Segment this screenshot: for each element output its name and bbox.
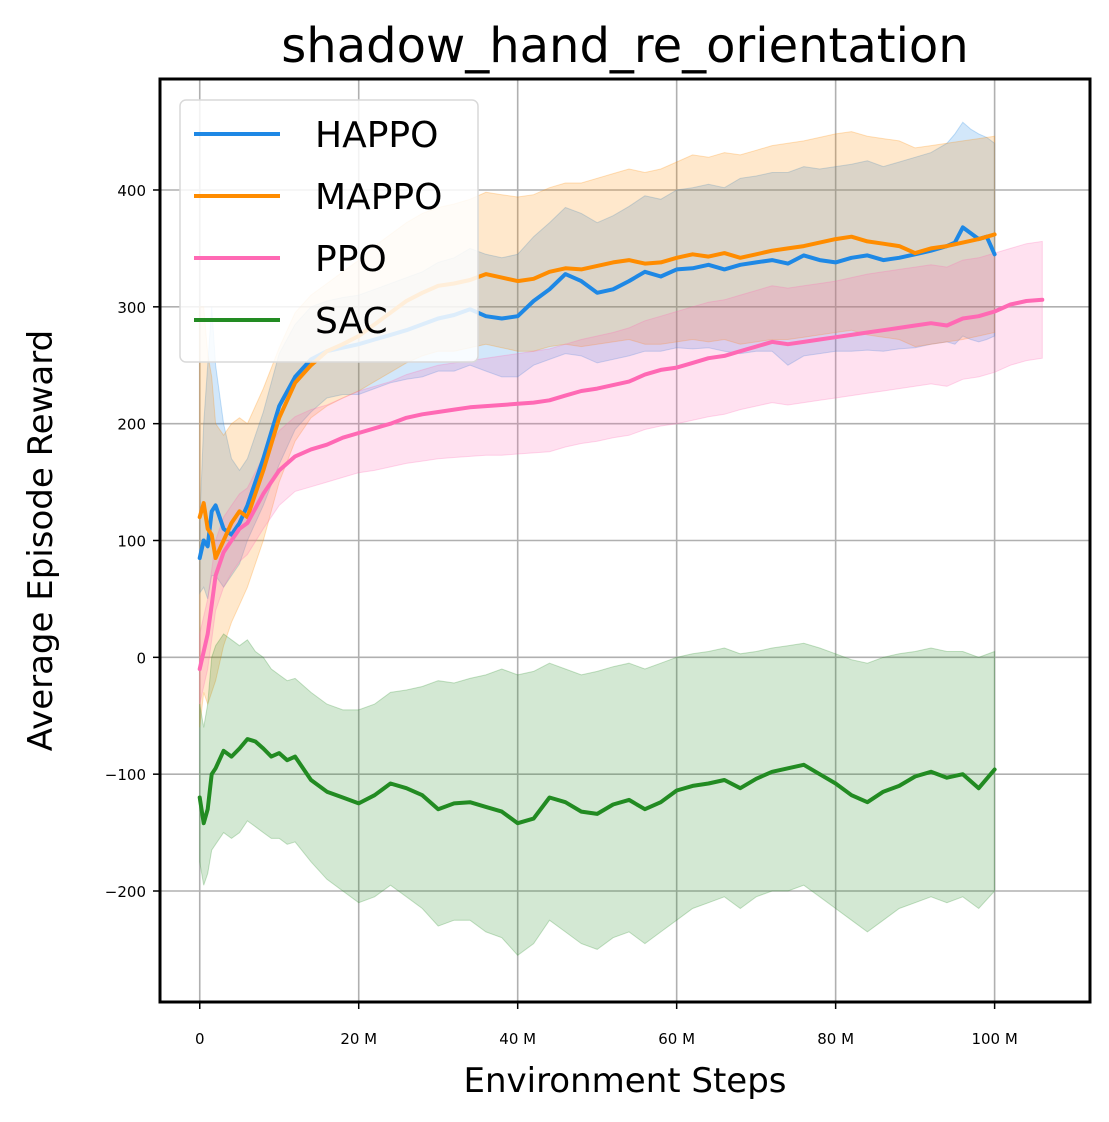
ppo-band (199, 240, 1043, 705)
chart-title: shadow_hand_re_orientation (281, 18, 968, 74)
y-tick-label: −100 (105, 766, 146, 784)
x-tick-label: 20 M (340, 1030, 377, 1048)
ppo-line (197, 297, 1045, 671)
legend-label-ppo: PPO (315, 239, 387, 280)
y-tick-label: 300 (117, 299, 146, 317)
legend-box (179, 99, 479, 363)
y-tick-label: −200 (105, 883, 146, 901)
sac-line (197, 737, 997, 826)
happo-line (197, 225, 997, 560)
x-axis-title: Environment Steps (463, 1061, 786, 1101)
y-tick-label: 0 (136, 649, 146, 667)
y-axis-ticks: −200 −100 0 100 200 300 400 (105, 182, 160, 901)
legend: HAPPO MAPPO PPO SAC (179, 99, 479, 363)
mappo-line (197, 232, 997, 560)
x-axis-ticks: 0 20 M 40 M 60 M 80 M 100 M (195, 1002, 1018, 1048)
x-tick-label: 100 M (971, 1030, 1017, 1048)
sac-band (199, 633, 996, 956)
series-lines (197, 225, 1045, 826)
x-tick-label: 80 M (817, 1030, 854, 1048)
y-axis-title: Average Episode Reward (21, 330, 61, 751)
y-tick-label: 400 (117, 182, 146, 200)
x-tick-label: 60 M (658, 1030, 695, 1048)
y-tick-label: 100 (117, 533, 146, 551)
legend-label-mappo: MAPPO (315, 177, 442, 218)
legend-label-sac: SAC (315, 301, 388, 342)
legend-label-happo: HAPPO (315, 115, 438, 156)
y-tick-label: 200 (117, 416, 146, 434)
x-tick-label: 0 (195, 1030, 205, 1048)
x-tick-label: 40 M (499, 1030, 536, 1048)
